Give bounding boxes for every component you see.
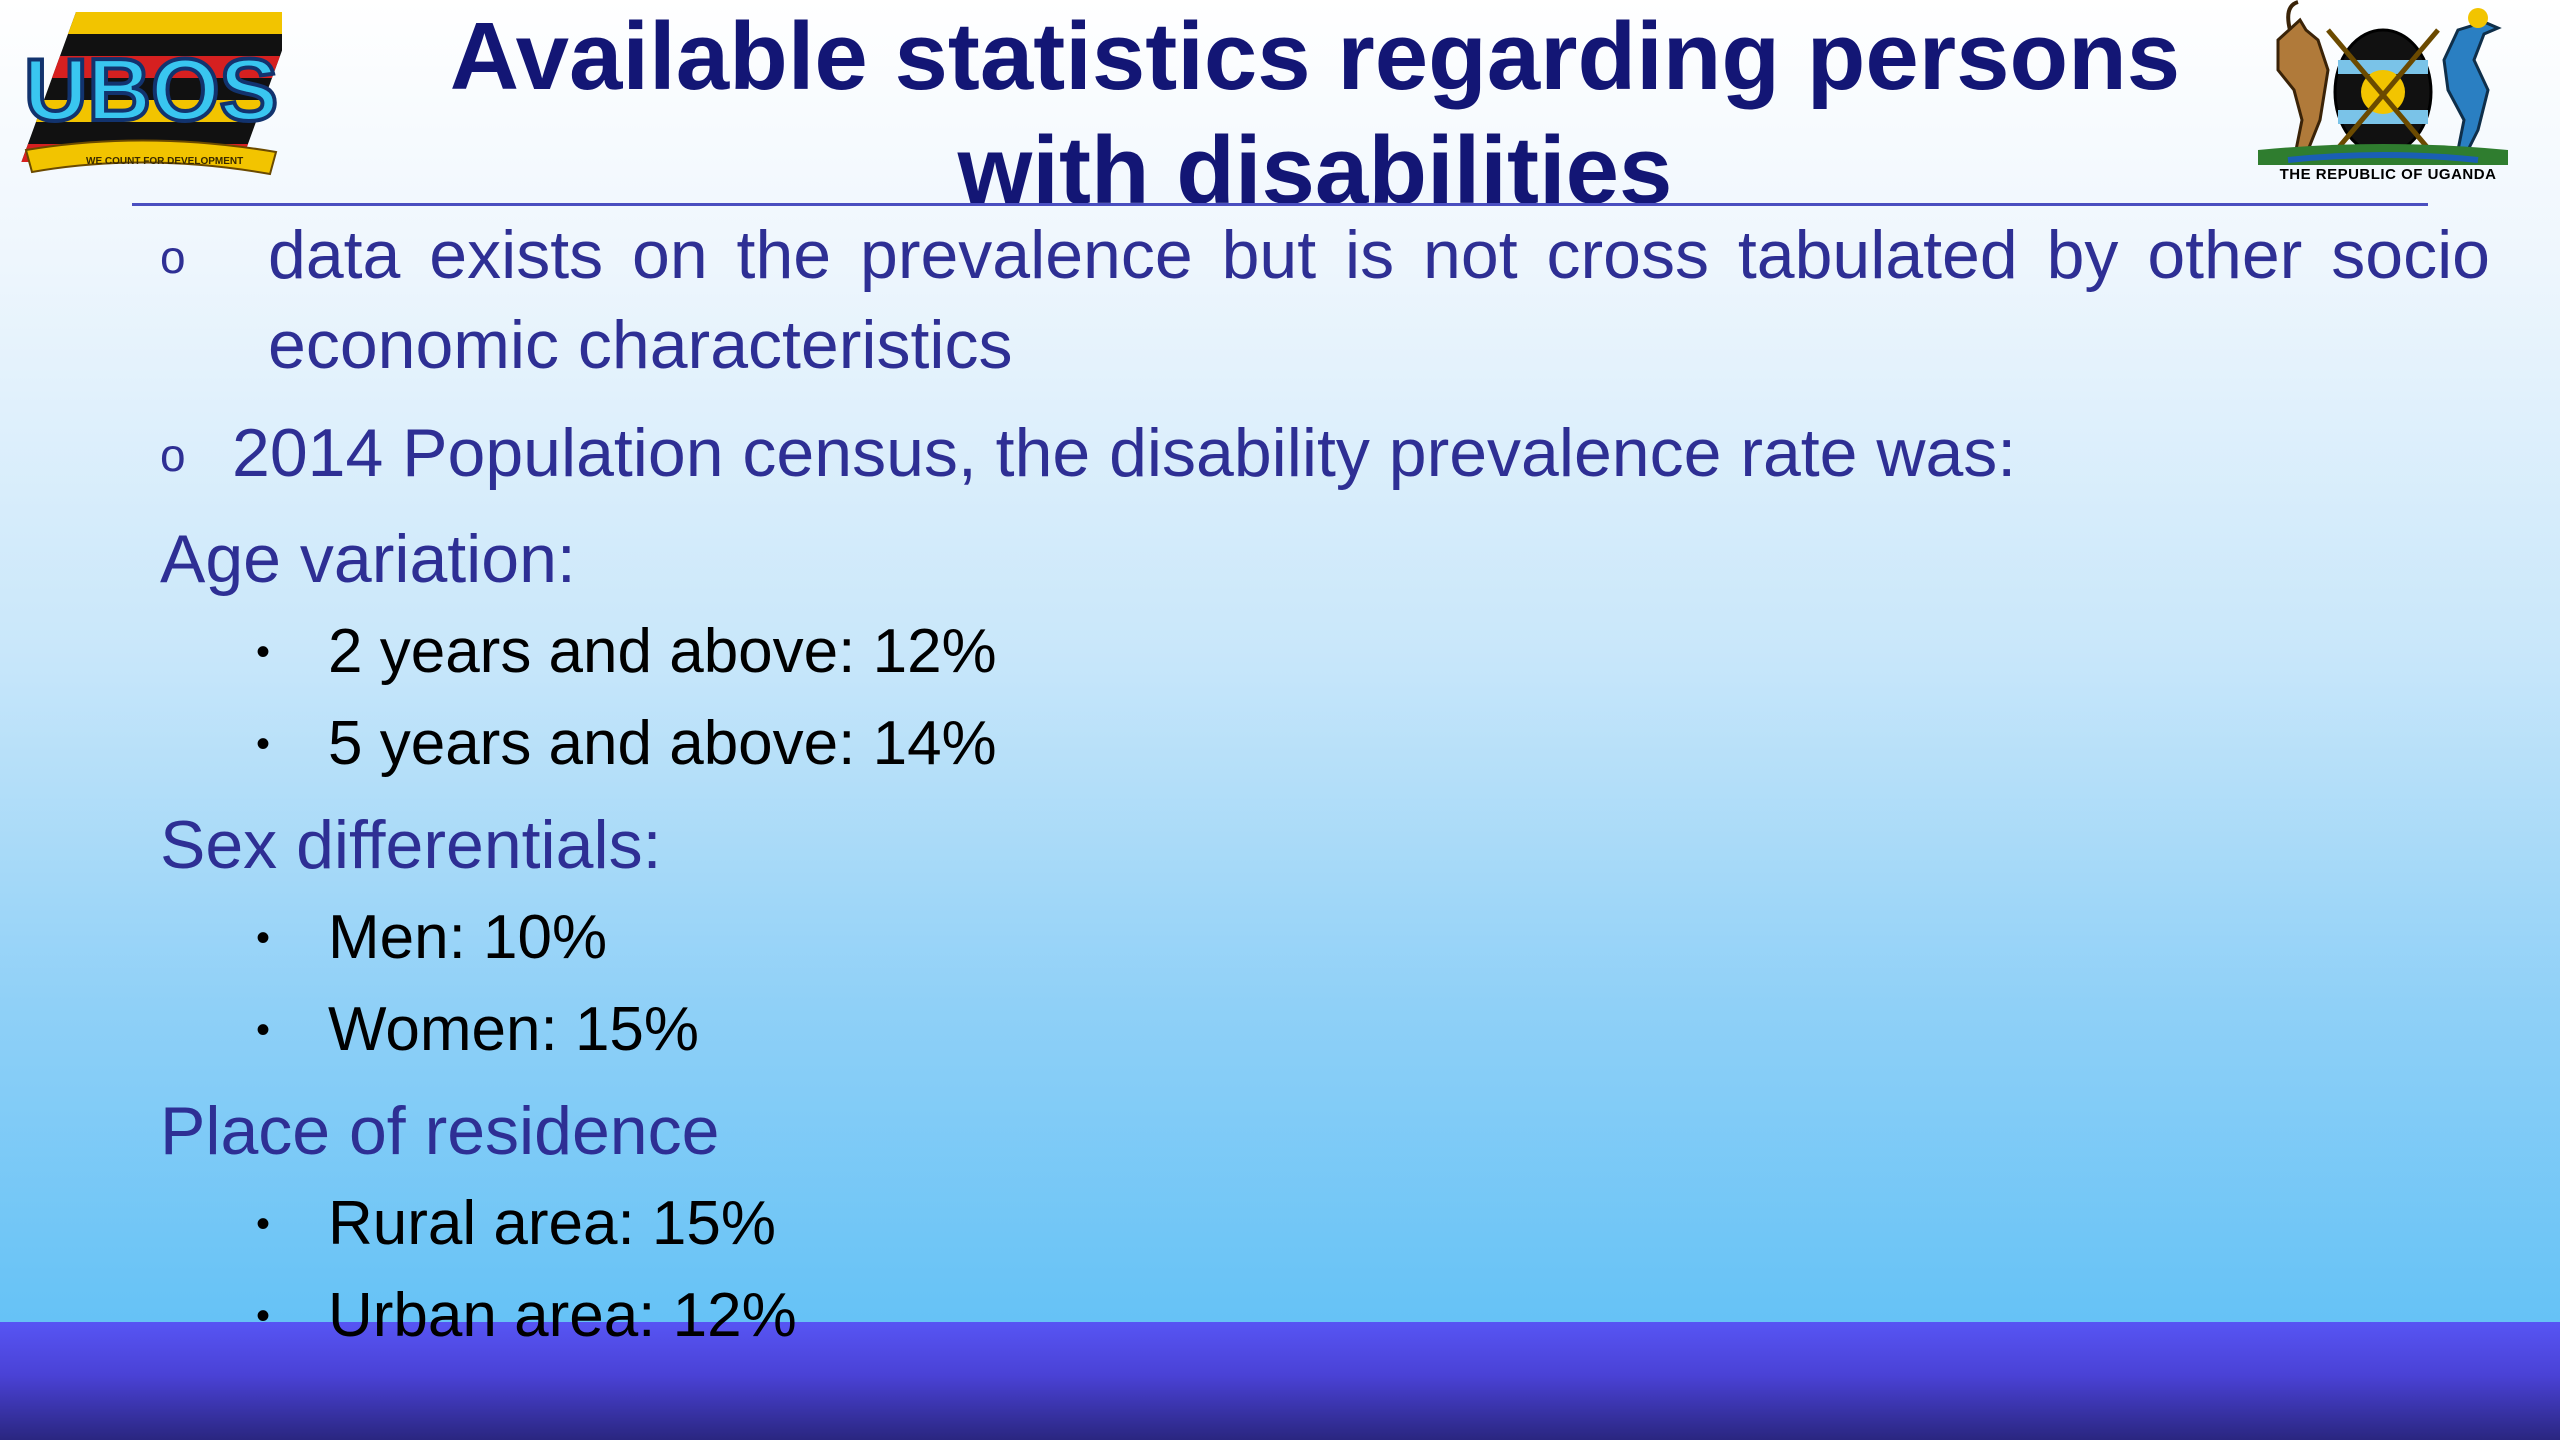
bullet-marker: o — [160, 429, 186, 481]
bullet-text: data exists on the prevalence but is not… — [268, 217, 2490, 383]
list-item-text: 5 years and above: 14% — [328, 709, 997, 778]
list-item-text: 2 years and above: 12% — [328, 617, 997, 686]
bullet-dot: • — [256, 916, 271, 960]
bullet-dot: • — [256, 630, 271, 674]
bullet-dot: • — [256, 1294, 271, 1338]
bullet-item: o data exists on the prevalence but is n… — [160, 210, 2490, 390]
list-item-text: Rural area: 15% — [328, 1189, 777, 1258]
bullet-dot: • — [256, 1008, 271, 1052]
list-item: • Men: 10% — [160, 892, 2490, 984]
bullet-marker: o — [160, 231, 186, 283]
section-heading-age: Age variation: — [160, 521, 576, 597]
slide-title: Available statistics regarding persons w… — [449, 3, 2181, 224]
list-item-text: Men: 10% — [328, 903, 608, 972]
bullet-text: 2014 Population census, the disability p… — [232, 415, 2017, 491]
section-heading-residence: Place of residence — [160, 1093, 720, 1169]
slide-body: o data exists on the prevalence but is n… — [160, 210, 2490, 1362]
list-item: • 2 years and above: 12% — [160, 606, 2490, 698]
title-divider — [132, 203, 2428, 206]
bullet-item: o 2014 Population census, the disability… — [160, 408, 2490, 498]
svg-text:WE COUNT FOR DEVELOPMENT: WE COUNT FOR DEVELOPMENT — [86, 156, 243, 167]
coat-of-arms-icon — [2258, 0, 2508, 165]
list-item: • Urban area: 12% — [160, 1270, 2490, 1362]
ubos-logo: UBOS WE COUNT FOR DEVELOPMENT — [21, 12, 282, 176]
list-item: • Rural area: 15% — [160, 1178, 2490, 1270]
footer-bar — [0, 1322, 2560, 1440]
section-heading-sex: Sex differentials: — [160, 807, 662, 883]
svg-text:UBOS: UBOS — [24, 40, 278, 139]
list-item: • Women: 15% — [160, 984, 2490, 1076]
bullet-dot: • — [256, 722, 271, 766]
bullet-dot: • — [256, 1202, 271, 1246]
list-item: • 5 years and above: 14% — [160, 698, 2490, 790]
coat-of-arms-caption: THE REPUBLIC OF UGANDA — [2279, 166, 2497, 183]
list-item-text: Women: 15% — [328, 995, 700, 1064]
list-item-text: Urban area: 12% — [328, 1281, 797, 1350]
